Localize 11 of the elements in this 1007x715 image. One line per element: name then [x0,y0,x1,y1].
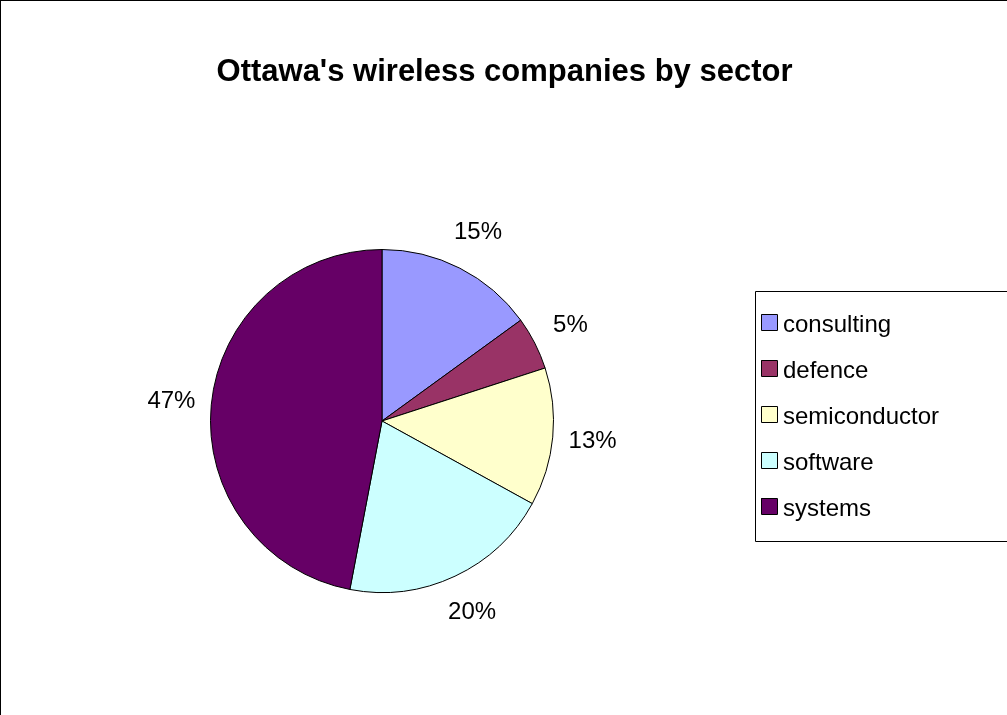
legend-label: defence [783,355,869,383]
legend-label: software [783,447,874,475]
data-label: 20% [448,597,497,624]
data-label: 15% [454,217,503,245]
data-label: 47% [147,385,196,413]
data-label: 13% [568,425,617,453]
legend-label: consulting [783,309,892,337]
legend-label: semiconductor [783,401,940,429]
data-label: 5% [553,309,588,337]
chart-title: Ottawa's wireless companies by sector [215,53,794,89]
legend-label: systems [783,493,872,521]
